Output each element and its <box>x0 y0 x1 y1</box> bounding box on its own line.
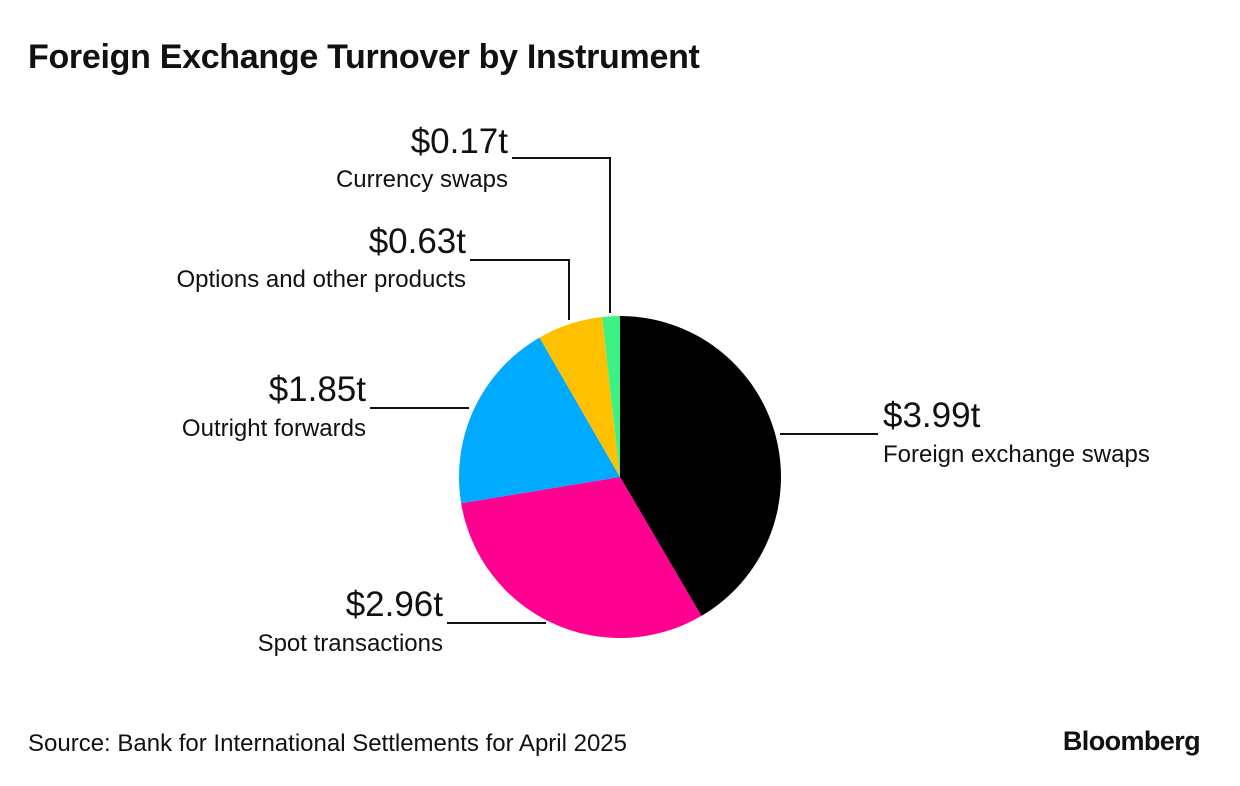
category-label-foreign-exchange-swaps: Foreign exchange swaps <box>883 441 1150 468</box>
pie-slice-spot-transactions <box>461 477 702 638</box>
pie-slice-options-and-other-products <box>539 317 620 477</box>
value-label-outright-forwards: $1.85t <box>269 370 367 409</box>
pie-slice-foreign-exchange-swaps <box>620 316 781 616</box>
slice-annotations: $3.99t Foreign exchange swaps $2.96t Spot t… <box>176 122 1149 657</box>
category-label-spot-transactions: Spot transactions <box>258 630 443 657</box>
bloomberg-logo: Bloomberg <box>1062 726 1201 756</box>
pie-slices <box>458 316 781 638</box>
pie-slice-outright-forwards <box>458 337 620 504</box>
leader-line-options-and-other-products <box>470 259 570 320</box>
category-label-outright-forwards: Outright forwards <box>182 415 366 442</box>
source-note: Source: Bank for International Settlemen… <box>28 730 628 757</box>
category-label-options-and-other-products: Options and other products <box>176 266 466 293</box>
leader-line-currency-swaps <box>512 157 611 313</box>
value-label-foreign-exchange-swaps: $3.99t <box>883 396 981 435</box>
category-label-currency-swaps: Currency swaps <box>336 166 508 193</box>
pie-slice-currency-swaps <box>602 316 620 477</box>
value-label-currency-swaps: $0.17t <box>411 122 509 161</box>
value-label-options-and-other-products: $0.63t <box>369 222 467 261</box>
chart-title: Foreign Exchange Turnover by Instrument <box>28 38 700 76</box>
value-label-spot-transactions: $2.96t <box>346 585 444 624</box>
